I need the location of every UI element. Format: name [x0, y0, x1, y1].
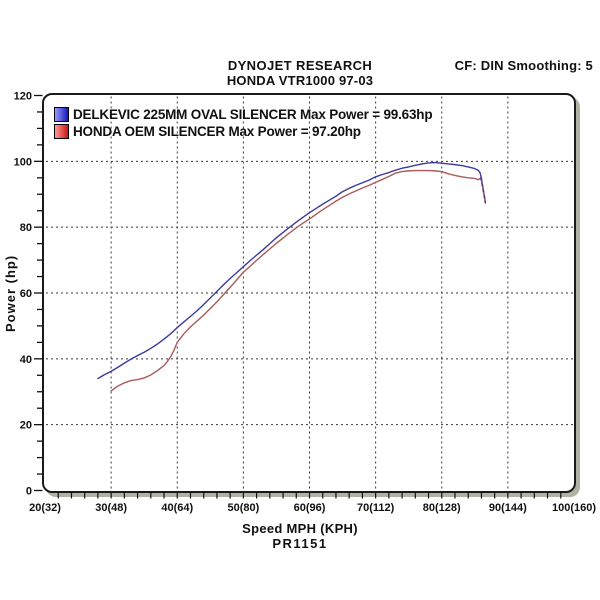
curve-delkevic: [97, 161, 487, 380]
x-tick-label: 40(64): [161, 502, 193, 514]
legend-item-delkevic: DELKEVIC 225MM OVAL SILENCER Max Power =…: [54, 106, 433, 123]
x-axis-title: Speed MPH (KPH): [242, 521, 358, 536]
y-tick-label: 100: [14, 156, 32, 168]
curve-honda-oem: [110, 169, 487, 392]
x-tick-label: 50(80): [227, 502, 259, 514]
correction-smoothing-label: CF: DIN Smoothing: 5: [454, 58, 593, 73]
curve-tail-overlap: [480, 177, 487, 203]
x-tick-label: 20(32): [29, 502, 61, 514]
y-tick-label: 0: [26, 486, 32, 498]
chart-legend: DELKEVIC 225MM OVAL SILENCER Max Power =…: [54, 106, 433, 140]
y-tick-label: 120: [14, 91, 32, 103]
x-tick-label: 70(112): [357, 502, 395, 514]
legend-label-honda-oem: HONDA OEM SILENCER Max Power = 97.20hp: [73, 124, 361, 139]
legend-item-honda-oem: HONDA OEM SILENCER Max Power = 97.20hp: [54, 123, 432, 140]
x-tick-label: 100(160): [552, 502, 596, 514]
y-tick-label: 20: [20, 420, 32, 432]
y-tick-label: 80: [20, 222, 32, 234]
page-subtitle: HONDA VTR1000 97-03: [226, 73, 374, 88]
x-tick-label: 80(128): [423, 502, 461, 514]
y-tick-label: 40: [20, 354, 32, 366]
legend-label-delkevic: DELKEVIC 225MM OVAL SILENCER Max Power =…: [73, 107, 433, 122]
legend-swatch-blue-icon: [54, 107, 69, 122]
legend-swatch-red-icon: [54, 124, 69, 139]
y-tick-label: 60: [20, 288, 32, 300]
x-tick-label: 60(96): [294, 502, 326, 514]
page-title: DYNOJET RESEARCH: [227, 58, 373, 73]
y-axis-title: Power (hp): [3, 254, 18, 332]
x-tick-label: 90(144): [489, 502, 527, 514]
x-tick-label: 30(48): [95, 502, 127, 514]
run-id-label: PR1151: [272, 536, 328, 551]
